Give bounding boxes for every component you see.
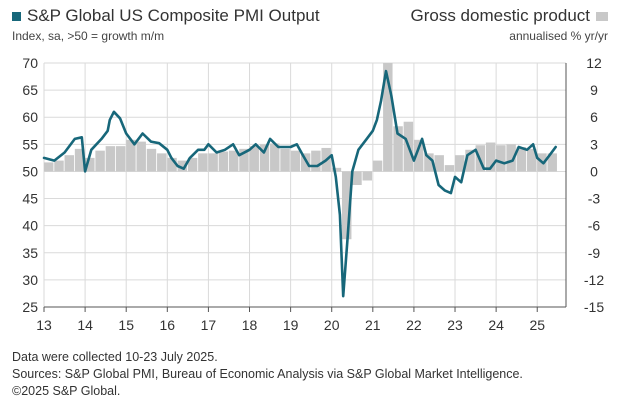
- chart-axes: 25 30 35 40 45 50 55 60 65 70 -15 -12 -9 -6 -3 0 3 6 9 12 13…: [22, 55, 604, 333]
- gdp-bar: [54, 160, 64, 172]
- gdp-bar: [331, 167, 342, 172]
- gdp-bar: [362, 171, 372, 181]
- y-right-tick-label: -9: [588, 245, 601, 261]
- gdp-bar: [64, 155, 75, 172]
- gdp-bar: [126, 139, 136, 172]
- y-right-tick-label: -12: [584, 272, 604, 288]
- y-right-tick-label: 12: [586, 55, 602, 71]
- x-tick-label: 20: [324, 317, 340, 333]
- gdp-bar: [167, 157, 177, 172]
- gdp-bar: [157, 153, 167, 172]
- gdp-bar: [424, 153, 434, 172]
- y-right-tick-label: 9: [590, 82, 598, 98]
- x-tick-label: 18: [242, 317, 258, 333]
- gdp-bar: [74, 148, 85, 172]
- x-tick-label: 16: [160, 317, 176, 333]
- x-tick-label: 15: [118, 317, 134, 333]
- x-tick-label: 14: [77, 317, 93, 333]
- gdp-legend-title: Gross domestic product: [410, 6, 590, 25]
- y-right-tick-label: 3: [590, 136, 598, 152]
- gdp-bar: [95, 150, 105, 172]
- gdp-legend-swatch: [596, 11, 608, 21]
- x-tick-label: 23: [447, 317, 463, 333]
- gdp-bar: [383, 63, 393, 172]
- gdp-bar: [280, 148, 290, 172]
- gdp-bar: [208, 153, 218, 172]
- gdp-bar: [44, 162, 54, 172]
- gdp-bar: [270, 143, 280, 172]
- y-left-tick-label: 25: [22, 299, 38, 315]
- y-right-tick-label: -6: [588, 218, 601, 234]
- gdp-axis-subtitle: annualised % yr/yr: [509, 29, 608, 43]
- pmi-series-line: [42, 69, 557, 298]
- x-tick-label: 17: [201, 317, 217, 333]
- gdp-bar: [393, 126, 403, 172]
- gdp-bar: [115, 146, 126, 172]
- x-tick-label: 22: [406, 317, 422, 333]
- y-left-tick-label: 30: [22, 272, 38, 288]
- pmi-axis-subtitle: Index, sa, >50 = growth m/m: [12, 29, 165, 43]
- legend-gdp: Gross domestic product: [410, 6, 608, 26]
- footer-copyright: ©2025 S&P Global.: [12, 384, 121, 398]
- gdp-bar: [465, 149, 475, 172]
- gdp-bar: [526, 148, 537, 172]
- y-left-tick-label: 70: [22, 55, 38, 71]
- gdp-bar: [444, 165, 455, 172]
- x-tick-label: 24: [488, 317, 504, 333]
- gdp-bar: [187, 157, 198, 172]
- gdp-bar: [372, 160, 383, 172]
- gdp-bar: [177, 160, 188, 172]
- footer-sources: Sources: S&P Global PMI, Bureau of Econo…: [12, 367, 523, 381]
- gdp-bar: [290, 150, 301, 172]
- gdp-bar: [259, 144, 270, 172]
- gdp-bar: [239, 148, 249, 172]
- y-right-tick-label: -15: [584, 299, 604, 315]
- gdp-bar: [136, 141, 146, 172]
- y-right-tick-label: 0: [590, 163, 598, 179]
- gdp-bar: [516, 147, 527, 172]
- gdp-bar: [496, 145, 506, 172]
- gdp-bar: [105, 146, 116, 172]
- pmi-legend-title: S&P Global US Composite PMI Output: [27, 6, 320, 25]
- y-left-tick-label: 45: [22, 191, 38, 207]
- gdp-bar: [146, 148, 157, 172]
- gdp-bar: [228, 150, 239, 172]
- gdp-bar: [547, 153, 557, 172]
- y-left-tick-label: 50: [22, 163, 38, 179]
- y-right-tick-label: 6: [590, 109, 598, 125]
- x-tick-label: 21: [365, 317, 381, 333]
- gdp-bar: [249, 146, 259, 172]
- gdp-bar: [341, 171, 352, 240]
- x-tick-label: 19: [283, 317, 299, 333]
- legend-pmi: S&P Global US Composite PMI Output: [12, 6, 320, 26]
- gdp-bar: [85, 157, 95, 172]
- gdp-bar: [506, 144, 516, 172]
- gdp-bar: [198, 153, 208, 172]
- gdp-bar: [434, 155, 444, 172]
- y-left-tick-label: 40: [22, 218, 38, 234]
- y-left-tick-label: 55: [22, 136, 38, 152]
- y-left-tick-label: 35: [22, 245, 38, 261]
- gdp-bar: [311, 150, 321, 172]
- gdp-bar: [413, 139, 424, 172]
- gdp-bar: [218, 151, 229, 172]
- gdp-bar: [352, 171, 362, 185]
- y-right-tick-label: -3: [588, 191, 601, 207]
- y-left-tick-label: 65: [22, 82, 38, 98]
- x-tick-label: 25: [529, 317, 545, 333]
- gdp-bar: [455, 155, 465, 172]
- gdp-bar: [485, 142, 496, 172]
- x-tick-label: 13: [36, 317, 52, 333]
- pmi-legend-swatch: [12, 11, 21, 21]
- y-left-tick-label: 60: [22, 109, 38, 125]
- pmi-line: [42, 69, 557, 298]
- chart-grid: [43, 62, 566, 308]
- footer-collection-note: Data were collected 10-23 July 2025.: [12, 350, 218, 364]
